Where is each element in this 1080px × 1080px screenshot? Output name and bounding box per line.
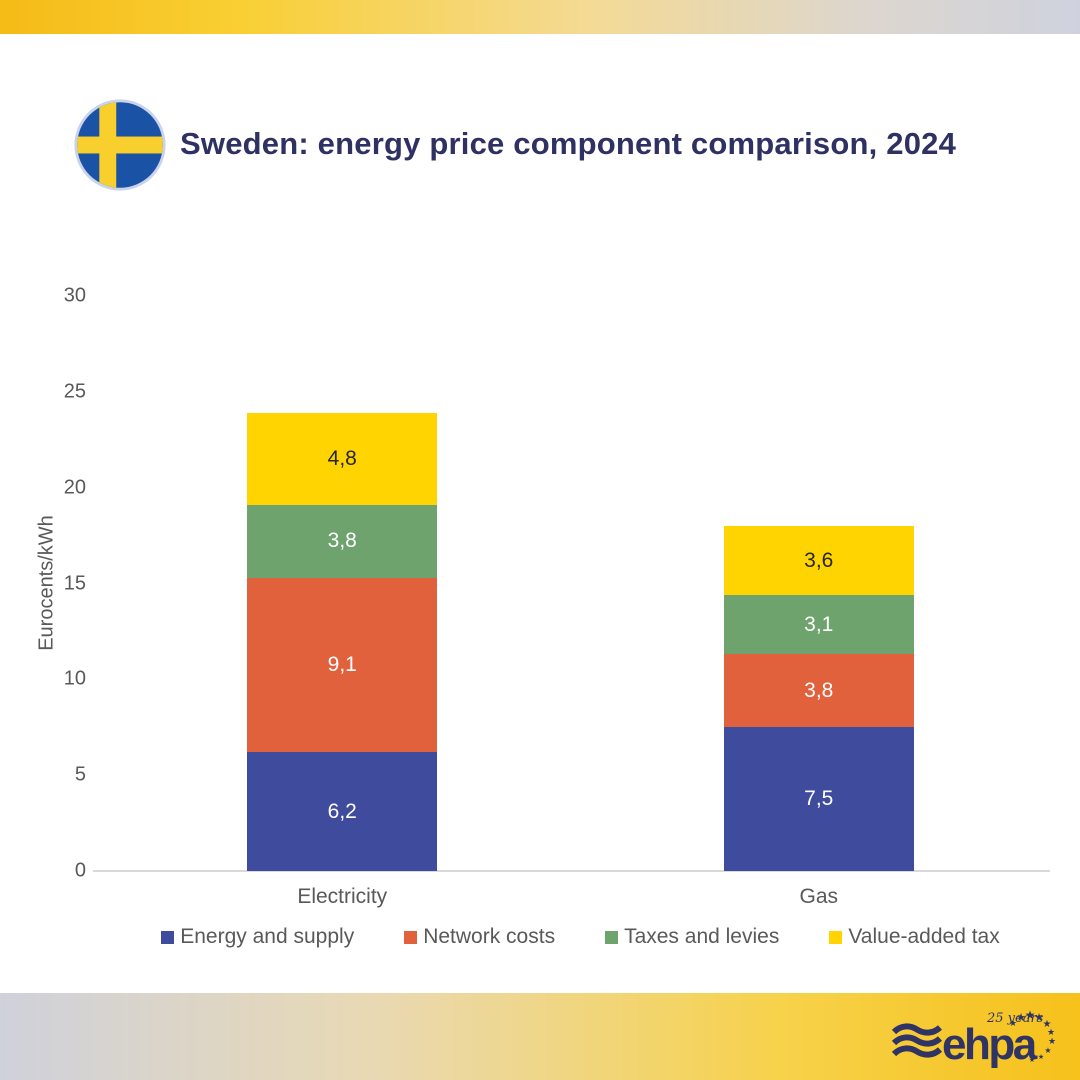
svg-text:★: ★	[1025, 1008, 1036, 1022]
legend-label: Value-added tax	[848, 925, 1000, 948]
bar-value-label: 9,1	[327, 652, 357, 676]
svg-text:★: ★	[1048, 1037, 1056, 1047]
waves-icon	[891, 1023, 943, 1058]
ehpa-logo-text: ehpa	[942, 1020, 1038, 1069]
legend-item: Taxes and levies	[605, 925, 779, 949]
bar-segment: 3,8	[723, 654, 914, 728]
page-title: Sweden: energy price component compariso…	[180, 126, 957, 161]
bar-segment: 9,1	[247, 577, 438, 753]
category-label: Gas	[799, 885, 838, 908]
bar-value-label: 7,5	[804, 787, 834, 811]
bar-value-label: 4,8	[327, 446, 357, 470]
y-tick-label: 30	[63, 284, 86, 307]
y-tick-label: 20	[63, 476, 86, 499]
legend-label: Energy and supply	[180, 925, 355, 948]
bar-segment: 3,6	[723, 526, 914, 595]
x-axis-line	[93, 870, 1050, 872]
y-tick-label: 15	[63, 572, 86, 594]
category-label: Electricity	[297, 885, 388, 908]
bar-value-label: 3,8	[327, 529, 357, 553]
bar-segment: 6,2	[247, 752, 438, 871]
bar-segment: 3,1	[723, 595, 914, 655]
legend-swatch	[161, 930, 175, 944]
ehpa-25-years-text: 25 years	[986, 1011, 1044, 1026]
bar-value-label: 3,1	[804, 612, 834, 636]
sweden-flag-icon	[74, 99, 166, 191]
svg-text:★: ★	[1043, 1019, 1052, 1030]
chart-legend: Energy and supply Network costs Taxes and …	[104, 925, 1057, 949]
y-tick-label: 5	[74, 763, 86, 786]
y-tick-label: 10	[63, 667, 86, 690]
bar-value-label: 3,8	[804, 678, 834, 702]
bar-segment: 4,8	[247, 412, 438, 505]
legend-label: Taxes and levies	[624, 925, 780, 948]
legend-item: Network costs	[404, 925, 555, 949]
legend-swatch	[605, 930, 619, 944]
legend-swatch	[829, 930, 843, 944]
legend-item: Value-added tax	[829, 925, 1000, 949]
y-axis-ticks: 0 5 10 15 20 25 30	[0, 0, 86, 1080]
eu-stars-icon: ★ ★ ★ ★ ★ ★ ★ ★ ★ ★	[1009, 1008, 1056, 1064]
y-tick-label: 25	[63, 380, 86, 403]
bar-value-label: 6,2	[327, 799, 357, 823]
y-tick-label: 0	[74, 859, 86, 882]
svg-text:★: ★	[1016, 1011, 1026, 1024]
svg-text:★: ★	[1038, 1053, 1044, 1061]
svg-text:★: ★	[1047, 1028, 1055, 1038]
svg-text:★: ★	[1029, 1056, 1035, 1064]
ehpa-logo: ehpa 25 years ★ ★ ★ ★ ★ ★ ★ ★ ★ ★	[891, 1008, 1056, 1069]
legend-item: Energy and supply	[161, 925, 354, 949]
legend-swatch	[404, 930, 418, 944]
svg-text:★: ★	[1044, 1046, 1051, 1055]
flag-cross-horizontal	[77, 136, 163, 154]
top-gradient-bar	[0, 0, 1080, 34]
svg-text:★: ★	[1034, 1011, 1044, 1024]
bar-value-label: 3,6	[804, 548, 834, 572]
bar-segment: 7,5	[723, 727, 914, 871]
bar-segment: 3,8	[247, 504, 438, 578]
svg-text:★: ★	[1009, 1019, 1017, 1029]
legend-label: Network costs	[423, 925, 556, 948]
